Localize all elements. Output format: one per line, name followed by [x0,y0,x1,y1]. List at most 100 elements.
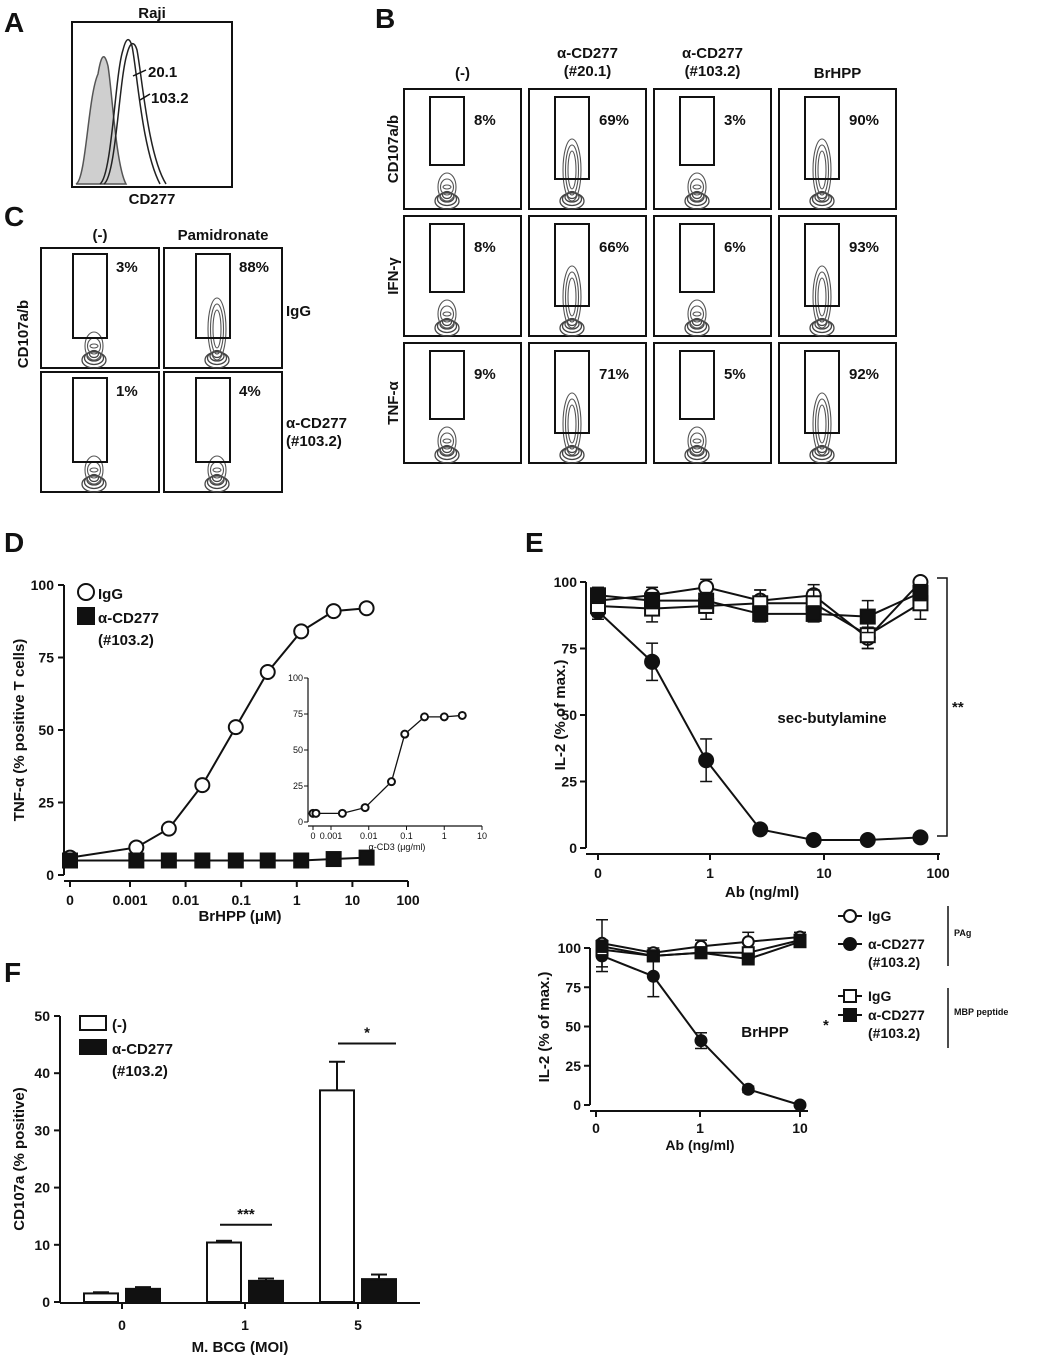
x-axis-label: Ab (ng/ml) [665,1137,734,1153]
data-point [358,600,375,617]
panel-letter-d: D [4,527,24,558]
flow-gate [679,96,715,166]
inset-data-point [457,710,467,720]
flow-gate [195,253,231,339]
legend-label: IgG [868,908,891,924]
flow-plot-frame [163,247,283,369]
inset-x-axis-label: α-CD3 (μg/ml) [369,842,426,852]
data-point [259,664,276,680]
inset-x-tick-label: 0 [310,831,315,841]
contour-stalk [84,455,104,485]
contour-stalk [564,144,580,196]
x-tick-label: 1 [241,1317,249,1333]
flow-plot-frame [653,88,772,210]
row-label: TNF-α [385,381,402,425]
chart-e-top: 0 25 50 75 100 0 1 10 100 Ab (ng/ml) IL-2 (% of ma… [552,574,964,901]
bar [125,1287,161,1303]
y-tick-label: 20 [34,1180,50,1196]
y-axis-label: CD107a (% positive) [11,1087,28,1230]
flow-contour [434,426,460,464]
gate-percent: 8% [474,112,496,129]
contour-stalk [692,184,702,190]
legend-group-label: MBP peptide [954,1007,1008,1017]
gate-percent: 8% [474,239,496,256]
inset-data-point [420,712,430,722]
y-axis-label: IL-2 (% of max.) [536,972,553,1083]
x-tick-label: 1 [293,892,301,908]
row-label: IgG [286,303,311,320]
contour-stalk [817,150,827,190]
inset-y-tick-label: 75 [293,709,303,719]
annotation: BrHPP [741,1024,789,1041]
contour-ring [441,190,453,200]
data-point [160,852,177,869]
data-point [698,752,715,769]
flow-gate [804,223,840,307]
flow-gate [554,350,590,434]
contour-stalk [89,343,99,349]
contour-stalk [812,265,832,329]
contour-stalk [89,467,99,473]
x-tick-label: 0.1 [231,892,251,908]
gate-percent: 92% [849,366,879,383]
col-header: (-) [455,65,470,82]
legend-swatch [79,1039,107,1055]
x-tick-label: 0 [594,865,602,881]
contour-ring [691,444,703,454]
flow-contour [559,138,585,210]
contour-stalk [689,305,705,323]
contour-stalk [562,265,582,329]
contour-ring [441,317,453,327]
gate-percent: 4% [239,383,261,400]
contour-stalk [442,184,452,190]
annotation: sec-butylamine [777,710,886,727]
flow-gate [72,377,108,463]
contour-stalk [817,404,827,444]
y-tick-label: 100 [31,577,55,593]
contour-stalk [437,299,457,329]
flow-plot-frame [403,215,522,337]
contour-stalk [212,309,222,349]
legend-label: IgG [98,586,123,603]
contour-ring [88,473,100,483]
panel-a: A Raji 20.1 103.2 CD277 [4,5,233,208]
inset-x-tick-label: 10 [477,831,487,841]
bar [248,1279,284,1304]
flow-gate [429,350,465,420]
y-axis-label: TNF-α (% positive T cells) [11,639,28,822]
contour-stalk [687,172,707,202]
flow-contour [434,299,460,337]
gate-percent: 69% [599,112,629,129]
contour-stalk [812,138,832,202]
flow-gate [429,223,465,293]
contour-ring [566,444,578,454]
contour-ring [211,349,223,359]
contour-stalk [814,271,830,323]
x-axis-label: Ab (ng/ml) [725,884,799,901]
data-point [793,1098,807,1112]
panel-b-grid: (-) α-CD277 (#20.1) α-CD277 (#103.2) BrHPP CD1… [385,45,897,464]
gate-percent: 88% [239,259,269,276]
flow-plot-frame [778,88,897,210]
panel-a-title: Raji [138,5,166,22]
x-tick-label: 0.01 [172,892,199,908]
contour-stalk [439,305,455,323]
panel-a-xlabel: CD277 [129,191,176,208]
contour-stalk [442,311,452,317]
inset-x-tick-label: 1 [442,831,447,841]
row-label: α-CD277 (#103.2) [286,415,347,450]
data-point [859,832,876,849]
panel-letter-b: B [375,3,395,34]
contour-stalk [689,178,705,196]
y-tick-label: 25 [561,774,577,790]
inset-data-point [439,712,449,722]
contour-stalk [562,138,582,202]
y-tick-label: 25 [38,795,54,811]
significance-label: * [823,1017,829,1034]
flow-gate [554,223,590,307]
inset-data-point [337,808,347,818]
legend-marker [77,583,95,601]
bar [361,1278,397,1303]
data-point [912,829,929,846]
